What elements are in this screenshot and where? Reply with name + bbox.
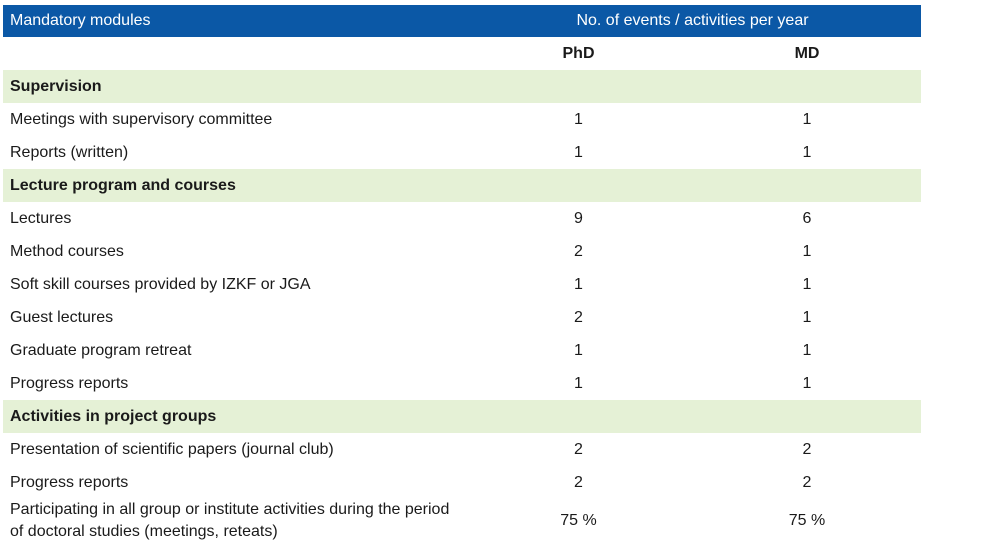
phd-value: 75 % [560,512,597,529]
table-row: Reports (written) 1 1 [3,136,921,169]
md-value: 1 [802,275,812,293]
md-value: 1 [802,110,812,128]
subheader-empty [3,37,464,70]
phd-value: 2 [574,308,583,326]
table-row: Graduate program retreat 1 1 [3,334,921,367]
section-label: Activities in project groups [3,400,922,433]
phd-value: 2 [574,242,583,260]
row-label: Guest lectures [10,308,114,326]
md-value: 1 [802,341,812,359]
row-label: Method courses [10,242,124,260]
section-row: Activities in project groups [3,400,922,433]
section-row: Lecture program and courses [3,169,922,202]
md-value: 1 [802,374,812,392]
md-value: 75 % [788,512,826,529]
phd-value: 9 [574,209,583,227]
header-span-label: No. of events / activities per year [464,5,922,37]
md-value: 2 [802,440,812,458]
section-label: Supervision [3,70,922,103]
phd-value: 2 [574,473,583,491]
table-row: Soft skill courses provided by IZKF or J… [3,268,921,301]
table-row: Progress reports 1 1 [3,367,921,400]
phd-value: 2 [574,440,583,458]
row-label: Soft skill courses provided by IZKF or J… [10,275,311,293]
modules-table-container: Mandatory modules No. of events / activi… [3,5,922,543]
row-label: Progress reports [10,473,129,491]
table-row: Method courses 2 1 [3,235,921,268]
section-row: Supervision [3,70,922,103]
phd-value: 1 [574,110,583,128]
table-row: Presentation of scientific papers (journ… [3,433,921,466]
phd-value: 1 [574,275,583,293]
row-label: Graduate program retreat [10,341,192,359]
column-phd-label: PhD [562,44,595,62]
column-md-label: MD [794,44,820,62]
table-body: Mandatory modules No. of events / activi… [3,5,922,543]
table-row: Meetings with supervisory committee 1 1 [3,103,921,136]
table-row: Lectures 9 6 [3,202,921,235]
table-row: Participating in all group or institute … [3,499,921,543]
md-value: 6 [802,209,812,227]
mandatory-modules-table: Mandatory modules No. of events / activi… [3,5,922,543]
phd-value: 1 [574,143,583,161]
md-value: 1 [802,143,812,161]
md-value: 1 [802,242,812,260]
header-title: Mandatory modules [3,5,464,37]
row-label: Lectures [10,209,72,227]
table-subheader-row: PhD MD [3,37,921,70]
row-label: Reports (written) [10,143,129,161]
section-label: Lecture program and courses [3,169,922,202]
row-label: Participating in all group or institute … [10,501,450,540]
phd-value: 1 [574,341,583,359]
table-row: Guest lectures 2 1 [3,301,921,334]
md-value: 1 [802,308,812,326]
row-label: Meetings with supervisory committee [10,110,273,128]
phd-value: 1 [574,374,583,392]
table-row: Progress reports 2 2 [3,466,921,499]
table-header-row: Mandatory modules No. of events / activi… [3,5,922,37]
row-label: Progress reports [10,374,129,392]
row-label: Presentation of scientific papers (journ… [10,440,334,458]
md-value: 2 [802,473,812,491]
